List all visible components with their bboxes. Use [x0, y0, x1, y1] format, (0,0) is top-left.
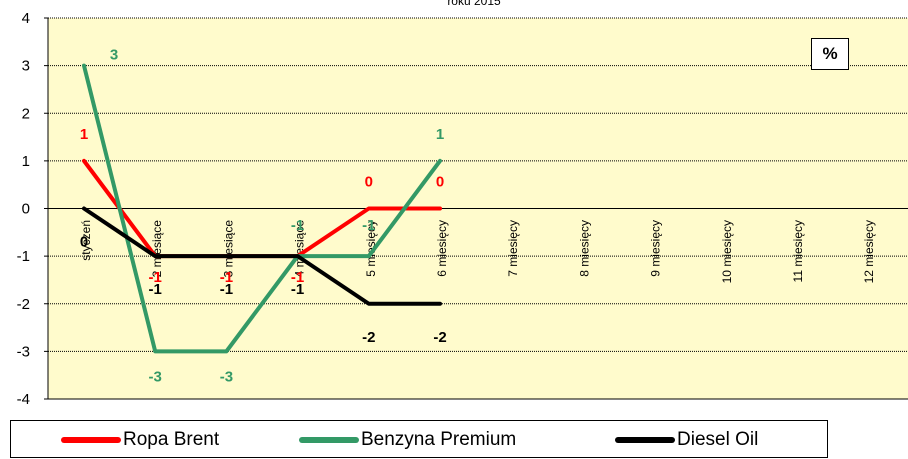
x-tick-label: 10 miesięcy: [720, 220, 734, 283]
x-tick-label: 12 miesięcy: [862, 220, 876, 283]
legend-label: Diesel Oil: [677, 429, 759, 450]
x-tick-label: 8 miesięcy: [577, 220, 591, 277]
y-tick-label: 0: [22, 201, 30, 218]
data-label: 0: [436, 174, 444, 191]
line-chart: 4 3 2 1 0 -1 -2 -3 -4 styczeń 2 miesiące 3 miesiąc…: [17, 0, 908, 408]
data-label: -1: [149, 269, 162, 286]
series-lines: [82, 63, 442, 354]
y-axis-ticks: 4 3 2 1 0 -1 -2 -3 -4: [17, 10, 48, 408]
x-tick-label: 3 miesiące: [221, 220, 235, 278]
x-tick-label: 2 miesiące: [150, 220, 164, 278]
y-tick-label: 3: [22, 58, 30, 75]
y-tick-label: 1: [22, 153, 30, 170]
data-label: -1: [220, 269, 233, 286]
unit-label: %: [811, 38, 849, 70]
data-labels: 1-1 -1 -10 03-3 -3-1 -110-1 -1 -1-2 -2: [80, 47, 447, 386]
data-label: -1: [291, 269, 304, 286]
y-tick-label: -2: [17, 296, 30, 313]
data-label: -1: [291, 217, 304, 234]
x-tick-label: 4 miesiące: [293, 220, 307, 278]
data-label: 0: [80, 234, 88, 251]
legend-label: Ropa Brent: [123, 429, 220, 450]
y-tick-label: 4: [22, 10, 30, 27]
series-line-benzyna-premium: [82, 63, 442, 354]
data-label: 3: [110, 47, 118, 64]
data-label: -1: [220, 281, 233, 298]
data-label: 0: [365, 174, 373, 191]
x-tick-label: 6 miesięcy: [435, 220, 449, 277]
legend-item-benzyna-premium: Benzyna Premium: [299, 429, 516, 451]
legend-item-diesel-oil: Diesel Oil: [615, 429, 758, 451]
data-label: -1: [149, 281, 162, 298]
data-label: -1: [362, 217, 375, 234]
legend-item-ropa-brent: Ropa Brent: [61, 429, 219, 451]
legend-swatch-ropa-brent: [61, 437, 121, 443]
x-tick-label: 5 miesięcy: [364, 220, 378, 277]
legend: Ropa Brent Benzyna Premium Diesel Oil: [10, 420, 828, 458]
legend-label: Benzyna Premium: [361, 429, 517, 450]
data-label: -2: [433, 329, 446, 346]
y-tick-label: -1: [17, 248, 30, 265]
y-tick-label: -4: [17, 391, 30, 408]
gridlines: [48, 17, 908, 352]
x-axis-ticks: styczeń 2 miesiące 3 miesiące 4 miesiące 5 m…: [79, 220, 876, 284]
y-tick-label: 2: [22, 105, 30, 122]
data-label: -2: [362, 329, 375, 346]
chart-title: roku 2015: [447, 0, 501, 8]
data-label: -3: [149, 368, 162, 385]
series-line-diesel-oil: [82, 206, 442, 306]
x-tick-label: 9 miesięcy: [649, 220, 663, 277]
x-tick-label: 7 miesięcy: [506, 220, 520, 277]
data-label: 1: [80, 126, 88, 143]
data-label: -1: [291, 281, 304, 298]
y-tick-label: -3: [17, 343, 30, 360]
data-label: -3: [220, 368, 233, 385]
x-tick-label: 11 miesięcy: [791, 220, 805, 282]
legend-swatch-benzyna-premium: [299, 437, 359, 443]
x-tick-label: styczeń: [79, 220, 93, 261]
data-label: 1: [436, 126, 444, 143]
legend-swatch-diesel-oil: [615, 437, 675, 443]
